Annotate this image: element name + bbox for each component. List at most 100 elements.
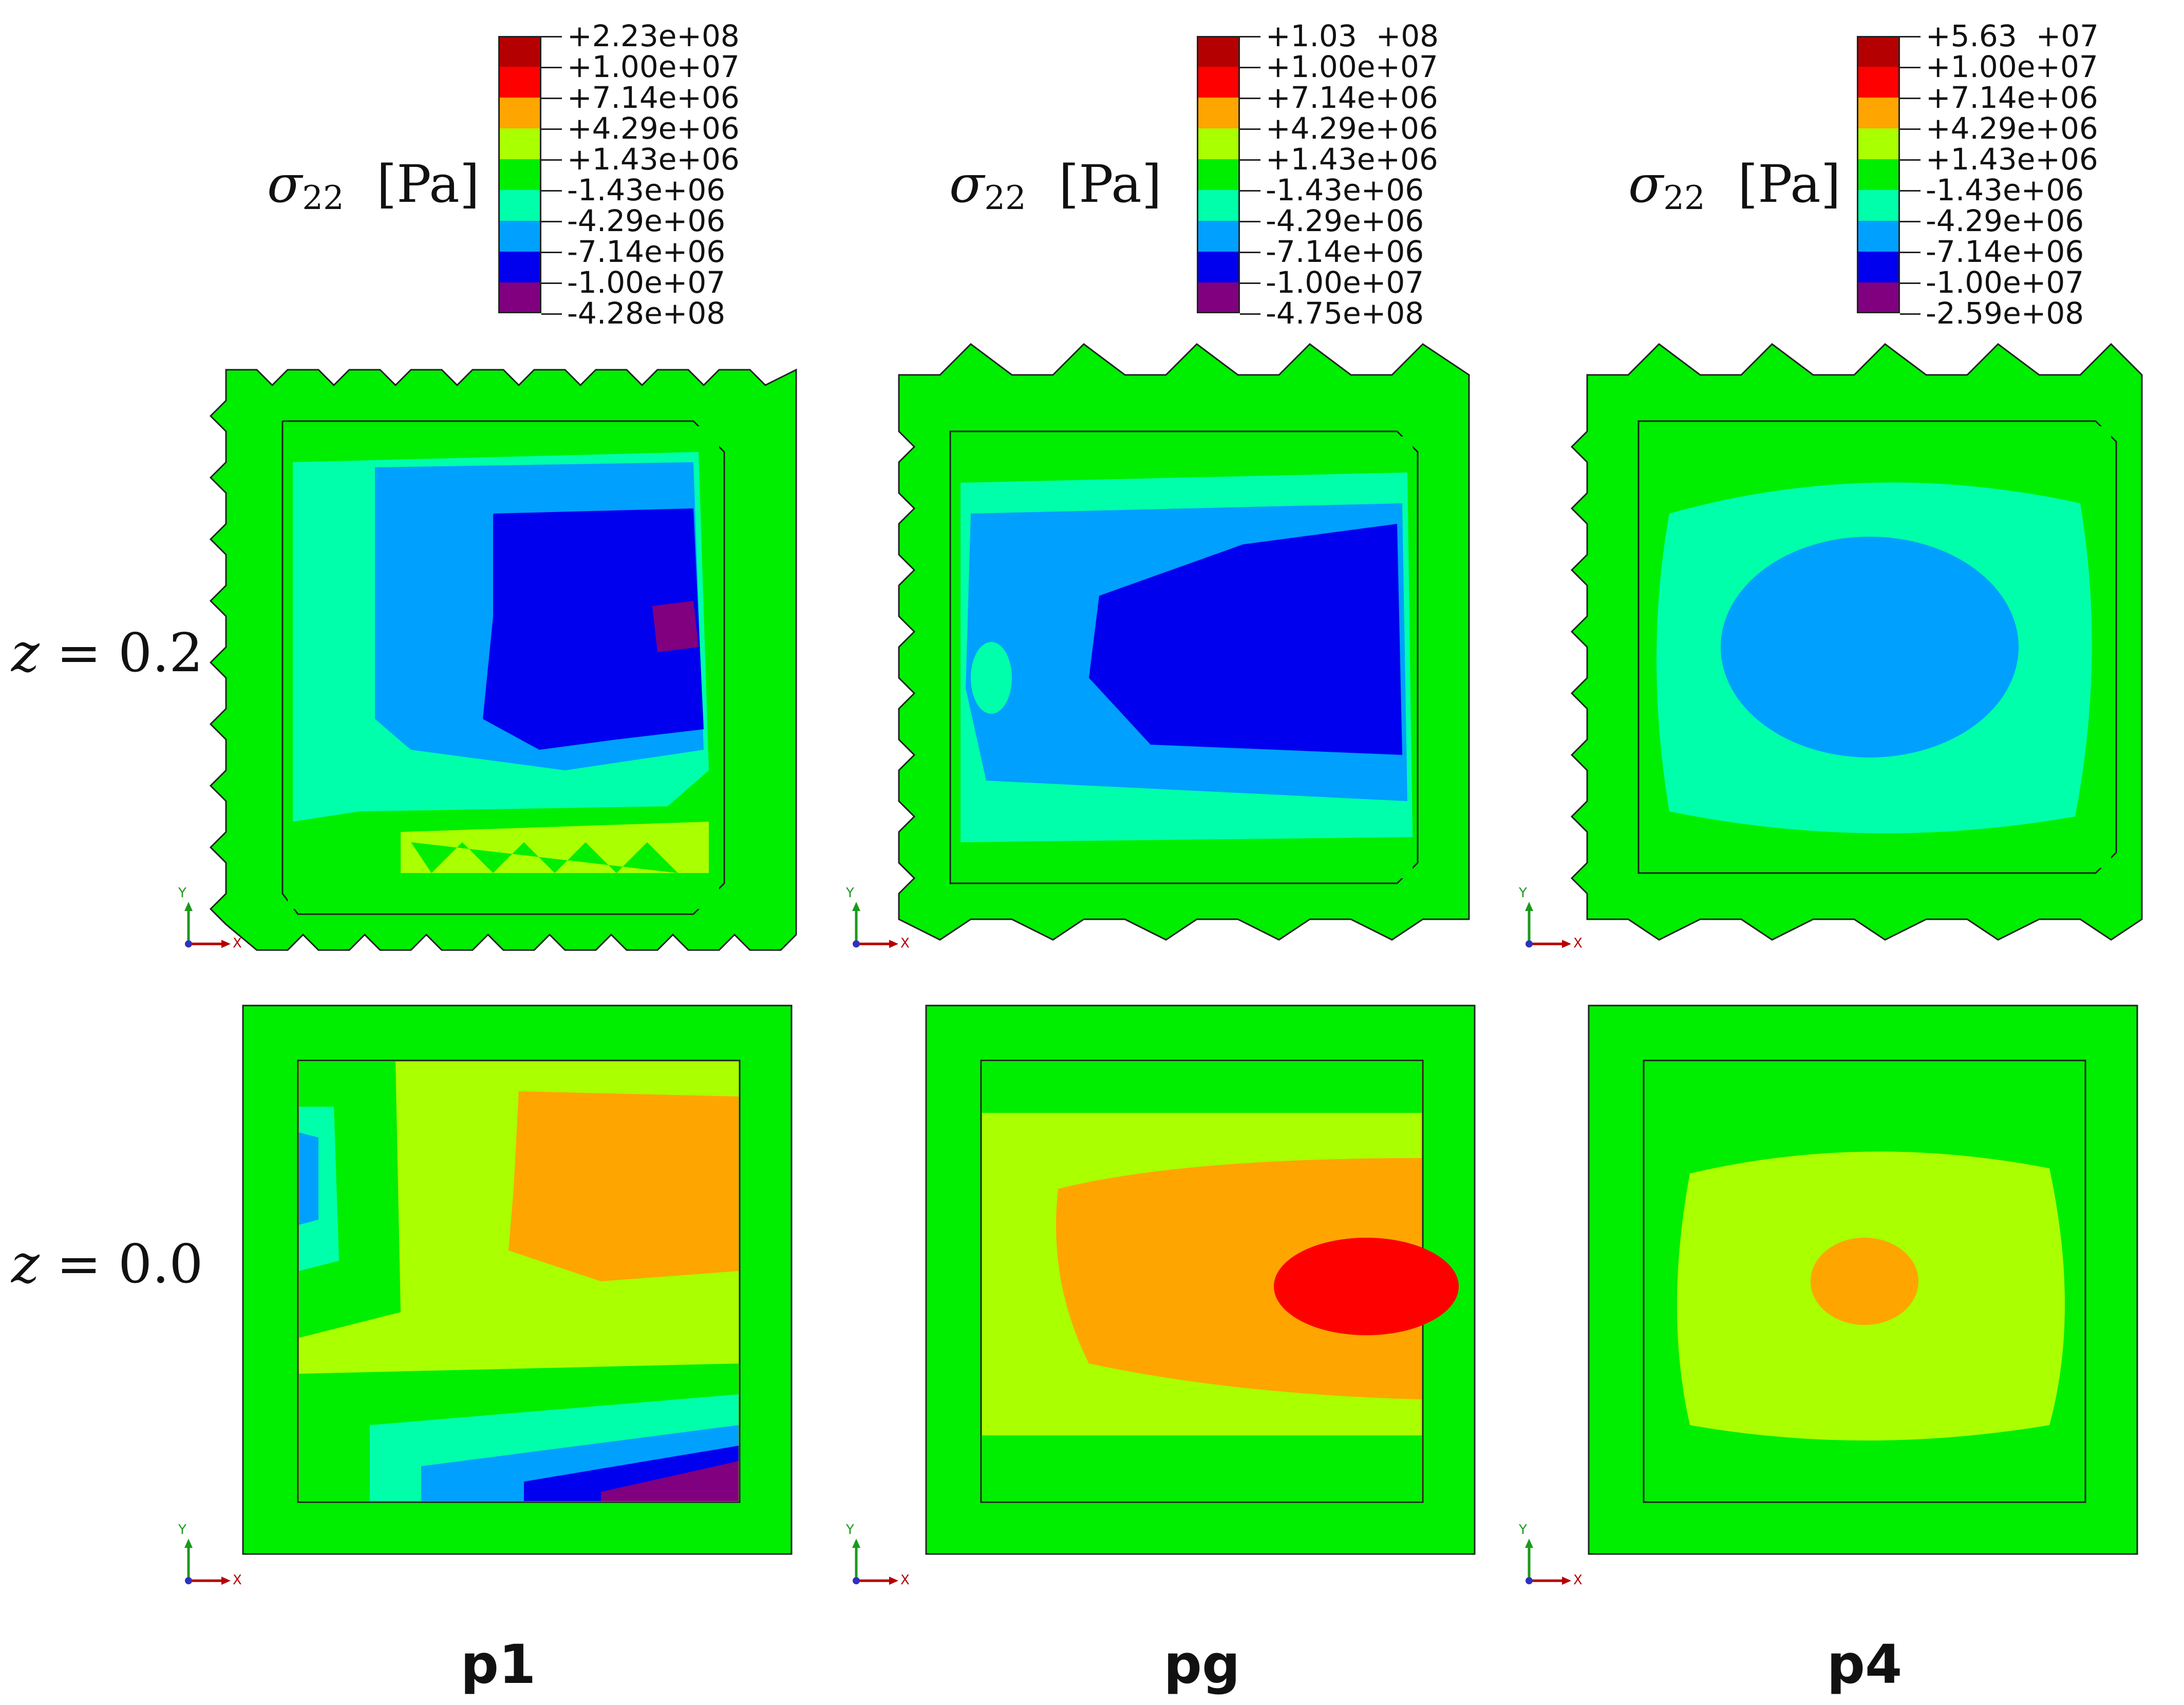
legend-swatch (498, 159, 541, 190)
contour-p1-z00 (242, 1005, 793, 1555)
legend-p1: +2.23e+08 +1.00e+07 +7.14e+06 +4.29e+06 +1.4… (498, 21, 765, 329)
legend-tick (1900, 98, 1921, 99)
contour-pg-z02 (898, 343, 1470, 941)
legend-tick (1240, 252, 1260, 253)
quantity-label-p4: σ22 [Pa] (1628, 154, 1841, 217)
legend-label: -1.00e+07 (1266, 265, 1424, 300)
column-label-p1: p1 (460, 1633, 536, 1696)
quantity-label-p1: σ22 [Pa] (267, 154, 480, 217)
legend-tick (1900, 190, 1921, 192)
legend-label: +1.00e+07 (1926, 49, 2098, 84)
row-label-z00: z = 0.0 (11, 1233, 203, 1295)
legend-label: +7.14e+06 (1266, 80, 1438, 115)
legend-label: -4.75e+08 (1266, 296, 1424, 331)
legend-label: -1.43e+06 (567, 173, 726, 207)
contour-pg-z00 (925, 1005, 1476, 1555)
legend-tick (1240, 313, 1260, 315)
legend-label: +5.63 +07 (1926, 18, 2099, 53)
legend-swatch (1857, 159, 1900, 190)
legend-swatch (1857, 67, 1900, 98)
legend-swatch (1857, 36, 1900, 67)
legend-tick (1900, 313, 1921, 315)
column-label-p4: p4 (1827, 1633, 1903, 1696)
legend-label: +1.43e+06 (1926, 142, 2098, 177)
legend-label: +7.14e+06 (1926, 80, 2098, 115)
legend-swatch (498, 128, 541, 159)
legend-tick (541, 128, 562, 130)
legend-label: +1.43e+06 (1266, 142, 1438, 177)
legend-swatch (498, 67, 541, 98)
legend-label: -7.14e+06 (1926, 234, 2084, 269)
legend-label: -4.29e+06 (567, 203, 726, 238)
contour-p4-z02 (1570, 343, 2143, 941)
legend-tick (1900, 252, 1921, 253)
legend-label: +1.00e+07 (1266, 49, 1438, 84)
legend-tick (1240, 282, 1260, 284)
legend-tick (1240, 67, 1260, 68)
legend-tick (541, 67, 562, 68)
legend-swatch (1857, 282, 1900, 313)
legend-tick (1240, 98, 1260, 99)
legend-label: -4.28e+08 (567, 296, 726, 331)
legend-label: -2.59e+08 (1926, 296, 2084, 331)
legend-label: -4.29e+06 (1266, 203, 1424, 238)
legend-tick (1240, 128, 1260, 130)
legend-tick (541, 252, 562, 253)
legend-tick (541, 159, 562, 161)
legend-swatch (1857, 190, 1900, 221)
legend-tick (1240, 221, 1260, 222)
legend-swatch (1197, 282, 1240, 313)
legend-pg: +1.03 +08 +1.00e+07 +7.14e+06 +4.29e+06 +1.4… (1197, 21, 1464, 329)
legend-label: +1.43e+06 (567, 142, 740, 177)
legend-tick (1900, 67, 1921, 68)
legend-tick (541, 282, 562, 284)
legend-label: +1.03 +08 (1266, 18, 1439, 53)
legend-label: -1.00e+07 (567, 265, 726, 300)
legend-swatch (1197, 221, 1240, 252)
legend-tick (541, 36, 562, 37)
legend-swatch (1197, 190, 1240, 221)
legend-swatch (1197, 128, 1240, 159)
legend-tick (1240, 159, 1260, 161)
legend-swatch (498, 190, 541, 221)
legend-tick (541, 313, 562, 315)
legend-swatch (1197, 98, 1240, 128)
contour-p4-z00 (1588, 1005, 2138, 1555)
contour-p1-z02 (209, 368, 797, 951)
legend-tick (1900, 282, 1921, 284)
legend-tick (1900, 128, 1921, 130)
legend-swatch (498, 282, 541, 313)
legend-tick (541, 98, 562, 99)
legend-label: +4.29e+06 (567, 111, 740, 146)
legend-tick (1900, 221, 1921, 222)
row-label-z02: z = 0.2 (11, 621, 203, 684)
legend-tick (1900, 36, 1921, 37)
legend-tick (541, 190, 562, 192)
legend-label: -4.29e+06 (1926, 203, 2084, 238)
column-label-pg: pg (1163, 1633, 1240, 1696)
legend-tick (541, 221, 562, 222)
legend-swatch (1857, 98, 1900, 128)
legend-swatch (1857, 221, 1900, 252)
legend-label: +1.00e+07 (567, 49, 740, 84)
legend-label: -1.43e+06 (1266, 173, 1424, 207)
legend-swatch (1197, 67, 1240, 98)
legend-swatch (498, 221, 541, 252)
legend-swatch (1857, 252, 1900, 282)
legend-label: -7.14e+06 (567, 234, 726, 269)
legend-label: +2.23e+08 (567, 18, 740, 53)
legend-p4: +5.63 +07 +1.00e+07 +7.14e+06 +4.29e+06 +1.4… (1857, 21, 2124, 329)
legend-label: +4.29e+06 (1266, 111, 1438, 146)
legend-swatch (498, 98, 541, 128)
legend-tick (1240, 36, 1260, 37)
legend-label: -1.43e+06 (1926, 173, 2084, 207)
legend-swatch (498, 36, 541, 67)
legend-label: +7.14e+06 (567, 80, 740, 115)
legend-swatch (1197, 252, 1240, 282)
legend-label: +4.29e+06 (1926, 111, 2098, 146)
